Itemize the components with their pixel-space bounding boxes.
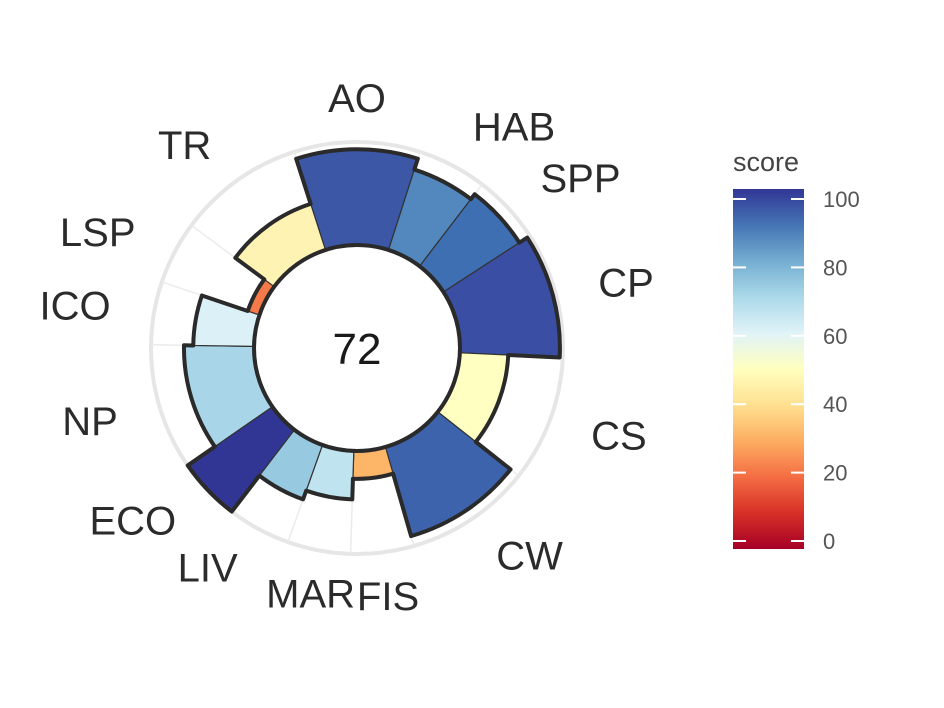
goal-label-ao: AO <box>328 77 386 121</box>
goal-label-cs: CS <box>591 415 647 459</box>
goal-label-ico: ICO <box>40 284 111 328</box>
center-score: 72 <box>333 325 382 374</box>
legend-title: score <box>733 147 799 177</box>
legend-tick-label: 0 <box>823 529 835 554</box>
legend-tick-label: 40 <box>823 392 847 417</box>
legend-ticks: 0 20 40 60 80 100 <box>733 187 860 554</box>
score-legend: score 0 20 40 60 80 100 <box>733 147 860 554</box>
goal-label-np: NP <box>62 400 118 444</box>
legend-tick-label: 60 <box>823 324 847 349</box>
goal-label-cp: CP <box>598 262 654 306</box>
outer-reference-circle <box>149 140 565 556</box>
goal-label-tr: TR <box>158 124 211 168</box>
petal-outline <box>181 147 562 539</box>
legend-tick-label: 80 <box>823 255 847 280</box>
goal-label-hab: HAB <box>473 106 555 150</box>
legend-tick-label: 100 <box>823 187 860 212</box>
legend-colorbar <box>733 189 804 549</box>
goal-label-eco: ECO <box>89 500 176 544</box>
inner-circle <box>252 243 462 453</box>
goal-label-liv: LIV <box>178 547 238 591</box>
goal-label-fis: FIS <box>357 575 419 619</box>
goal-label-spp: SPP <box>541 157 621 201</box>
goal-label-mar: MAR <box>266 573 355 617</box>
goal-label-lsp: LSP <box>60 211 136 255</box>
legend-tick-label: 20 <box>823 461 847 486</box>
goal-label-cw: CW <box>496 535 563 579</box>
petals <box>183 148 561 537</box>
